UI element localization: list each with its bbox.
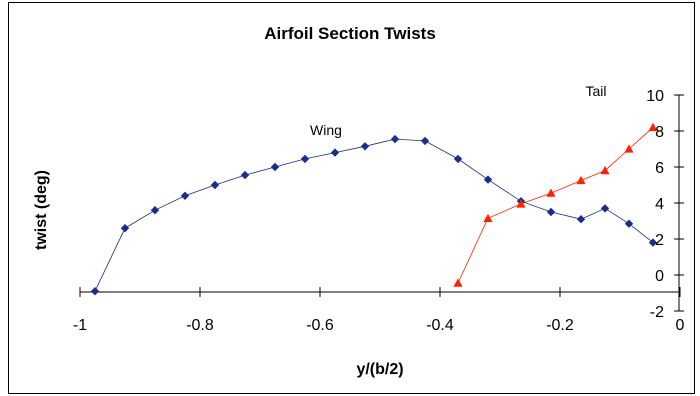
tail-data-point bbox=[453, 279, 462, 287]
wing-data-point bbox=[181, 192, 189, 200]
wing-annotation: Wing bbox=[310, 122, 342, 138]
tail-annotation: Tail bbox=[585, 83, 606, 99]
wing-data-point bbox=[301, 155, 309, 163]
wing-data-point bbox=[271, 163, 279, 171]
wing-data-point bbox=[361, 142, 369, 150]
wing-data-point bbox=[211, 181, 219, 189]
x-tick-label: -0.2 bbox=[546, 317, 574, 334]
x-axis-title: y/(b/2) bbox=[356, 361, 403, 378]
wing-data-point bbox=[601, 204, 609, 212]
y-tick-label: -2 bbox=[650, 304, 664, 321]
series-layer bbox=[91, 123, 658, 296]
wing-series-line bbox=[95, 139, 653, 291]
y-tick-label: 6 bbox=[655, 160, 664, 177]
tail-data-point bbox=[483, 214, 492, 222]
chart-title: Airfoil Section Twists bbox=[264, 24, 436, 43]
y-tick-label: 2 bbox=[655, 232, 664, 249]
y-tick-label: 10 bbox=[646, 88, 664, 105]
tail-data-point bbox=[546, 189, 555, 197]
wing-data-point bbox=[391, 135, 399, 143]
tail-series-line bbox=[458, 127, 653, 283]
wing-data-point bbox=[121, 224, 129, 232]
x-tick-label: -0.4 bbox=[426, 317, 454, 334]
x-tick-label: -0.6 bbox=[306, 317, 334, 334]
y-tick-label: 8 bbox=[655, 124, 664, 141]
x-tick-label: -1 bbox=[73, 317, 87, 334]
wing-data-point bbox=[421, 137, 429, 145]
wing-data-point bbox=[484, 175, 492, 183]
wing-data-point bbox=[577, 215, 585, 223]
x-tick-label: 0 bbox=[676, 317, 685, 334]
tail-data-point bbox=[576, 176, 585, 184]
wing-data-point bbox=[331, 148, 339, 156]
y-tick-label: 0 bbox=[655, 268, 664, 285]
x-tick-label: -0.8 bbox=[186, 317, 214, 334]
wing-data-point bbox=[241, 171, 249, 179]
wing-data-point bbox=[151, 206, 159, 214]
wing-data-point bbox=[454, 155, 462, 163]
wing-data-point bbox=[625, 220, 633, 228]
axes: -1 -0.8 -0.6 -0.4 -0.2 0 -2 0 2 4 6 8 10 bbox=[73, 88, 685, 334]
wing-data-point bbox=[547, 208, 555, 216]
wing-data-point bbox=[91, 287, 99, 295]
y-axis-title: twist (deg) bbox=[33, 170, 50, 250]
y-tick-label: 4 bbox=[655, 196, 664, 213]
